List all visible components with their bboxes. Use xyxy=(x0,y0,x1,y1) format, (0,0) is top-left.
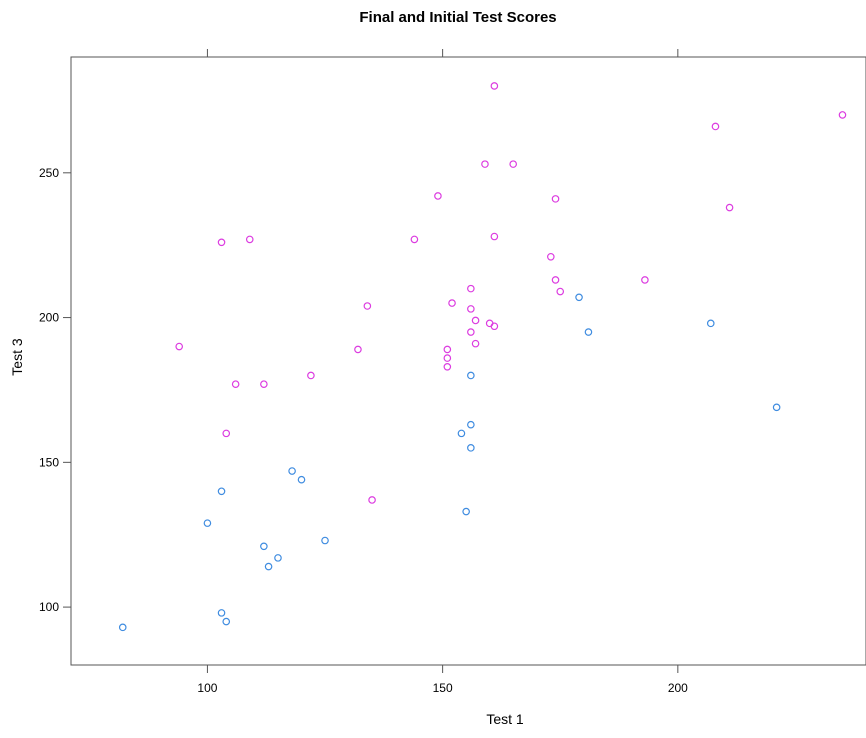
data-point-series-1 xyxy=(641,276,649,284)
data-point-series-2 xyxy=(467,420,475,429)
data-point-series-2 xyxy=(706,319,715,328)
data-point-series-1 xyxy=(434,192,442,200)
data-point-series-2 xyxy=(203,519,212,527)
data-point-series-2 xyxy=(575,293,583,302)
data-point-series-2 xyxy=(457,429,466,438)
x-axis: 100 150 200 xyxy=(197,49,688,695)
data-point-series-1 xyxy=(222,429,231,438)
data-point-series-2 xyxy=(118,623,127,632)
data-point-series-2 xyxy=(222,617,231,626)
data-point-series-1 xyxy=(471,339,480,348)
data-point-series-1 xyxy=(490,82,499,90)
data-point-series-1 xyxy=(551,276,560,284)
data-point-series-1 xyxy=(481,160,489,168)
y-tick-label: 200 xyxy=(39,311,59,325)
data-point-series-1 xyxy=(556,287,565,296)
data-point-series-2 xyxy=(274,554,282,562)
x-tick-label: 100 xyxy=(197,681,217,695)
data-point-series-1 xyxy=(490,322,499,331)
data-point-series-1 xyxy=(260,380,268,388)
data-point-series-2 xyxy=(462,507,470,516)
data-points xyxy=(118,82,847,632)
y-tick-label: 100 xyxy=(39,600,59,614)
y-axis: 100 150 200 250 xyxy=(39,166,71,614)
data-point-series-1 xyxy=(467,328,475,336)
data-point-series-1 xyxy=(363,302,372,310)
plot-frame xyxy=(70,56,866,666)
data-point-series-2 xyxy=(288,467,296,475)
data-point-series-1 xyxy=(711,122,720,131)
y-tick-label: 150 xyxy=(39,455,59,469)
data-point-series-1 xyxy=(838,111,847,119)
x-axis-label: Test 1 xyxy=(486,711,524,727)
y-axis-label: Test 3 xyxy=(9,338,25,376)
data-point-series-2 xyxy=(297,475,306,484)
data-point-series-1 xyxy=(443,354,452,362)
data-point-series-1 xyxy=(368,496,376,504)
data-point-series-2 xyxy=(321,536,329,545)
data-point-series-2 xyxy=(772,403,781,412)
data-point-series-2 xyxy=(467,444,475,452)
data-point-series-2 xyxy=(264,562,273,571)
data-point-series-1 xyxy=(443,362,452,371)
data-point-series-1 xyxy=(485,319,494,328)
data-point-series-1 xyxy=(471,316,480,325)
data-point-series-1 xyxy=(725,203,734,212)
data-point-series-2 xyxy=(584,328,593,336)
chart-title: Final and Initial Test Scores xyxy=(359,9,556,26)
data-point-series-2 xyxy=(260,542,268,551)
data-point-series-1 xyxy=(551,195,560,203)
x-tick-label: 200 xyxy=(668,681,688,695)
data-point-series-1 xyxy=(467,305,475,313)
data-point-series-1 xyxy=(490,232,499,241)
x-tick-label: 150 xyxy=(433,681,453,695)
data-point-series-1 xyxy=(217,238,226,247)
data-point-series-2 xyxy=(217,487,226,496)
y-tick-label: 250 xyxy=(39,166,59,180)
data-point-series-2 xyxy=(217,609,226,617)
data-point-series-2 xyxy=(467,371,475,380)
data-point-series-1 xyxy=(443,345,452,354)
data-point-series-1 xyxy=(231,380,240,388)
data-point-series-1 xyxy=(509,160,517,168)
data-point-series-1 xyxy=(448,299,456,307)
data-point-series-1 xyxy=(467,284,475,293)
data-point-series-1 xyxy=(354,345,362,354)
data-point-series-1 xyxy=(175,342,183,351)
data-point-series-1 xyxy=(307,371,315,380)
data-point-series-1 xyxy=(245,235,254,244)
data-point-series-1 xyxy=(410,235,419,244)
data-point-series-1 xyxy=(547,252,555,261)
